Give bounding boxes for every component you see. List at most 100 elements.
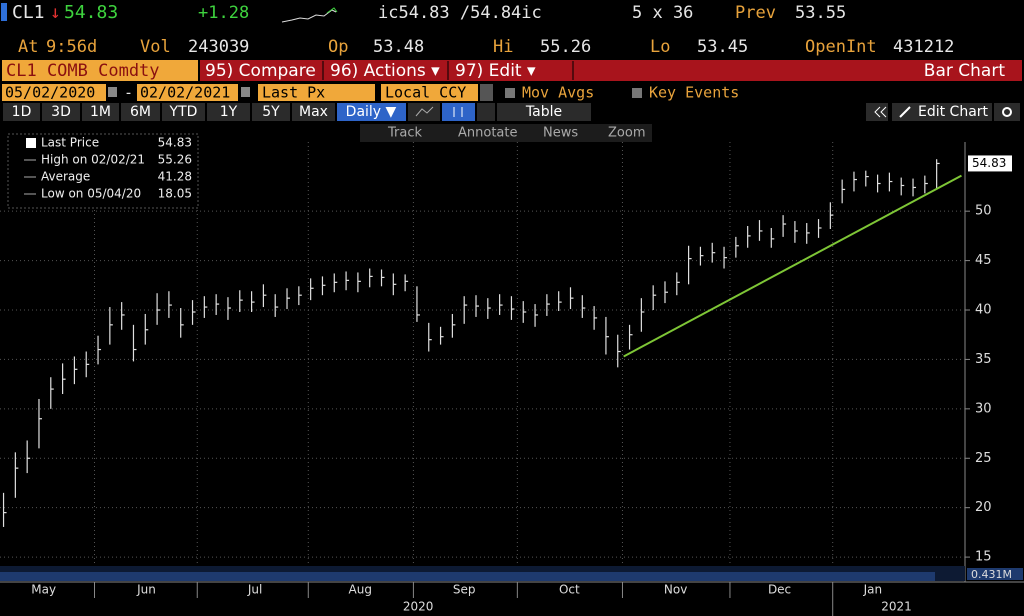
volume-area (0, 572, 935, 581)
high-value: 55.26 (540, 37, 591, 57)
period-label: YTD (169, 104, 198, 120)
period-button[interactable] (3, 103, 40, 121)
y-tick-label: 30 (975, 401, 992, 416)
y-tick-label: 20 (975, 500, 992, 515)
y-tick-label: 25 (975, 451, 992, 466)
legend-value: 18.05 (158, 187, 192, 201)
y-tick-label: 35 (975, 352, 992, 367)
x-tick-label: Jul (247, 583, 262, 597)
year-label: 2020 (403, 600, 434, 614)
chart-tools-bar (360, 124, 652, 142)
menu-item[interactable]: 96) Actions ▾ (330, 61, 440, 81)
bar-style-icon (453, 107, 463, 117)
frequency-button[interactable] (337, 103, 406, 121)
vol-label: Vol (140, 37, 171, 57)
volume-label-box (967, 568, 1023, 580)
trendline (623, 174, 962, 358)
security-box[interactable] (2, 60, 198, 81)
legend-value: 41.28 (158, 170, 192, 184)
dropdown[interactable] (480, 84, 493, 101)
table-button[interactable] (497, 103, 591, 121)
edit-chart: Edit Chart (918, 104, 989, 120)
gear-icon (1002, 107, 1012, 117)
table-label: Table (525, 104, 562, 120)
bid-ask: ic54.83 /54.84ic (378, 3, 542, 23)
chart-tool[interactable]: Annotate (458, 126, 517, 141)
option[interactable]: Mov Avgs (522, 84, 594, 102)
period-label: Max (299, 104, 328, 120)
settings-row: 05/02/2020 - 02/02/2021 Last Px Local CC… (2, 84, 739, 102)
start-date-box[interactable] (2, 84, 106, 101)
x-tick-label: Sep (453, 583, 476, 597)
period-button[interactable] (82, 103, 119, 121)
period-button[interactable] (162, 103, 205, 121)
open-interest-value: 431212 (893, 37, 954, 57)
legend-value: 54.83 (158, 136, 192, 150)
period-button[interactable] (207, 103, 250, 121)
chart-style-icon (415, 106, 434, 117)
chart-tool[interactable]: News (543, 126, 578, 141)
last-price: 54.83 (64, 2, 118, 23)
period-label: 1M (90, 104, 111, 120)
checkbox[interactable] (632, 88, 642, 98)
legend-box (7, 133, 199, 209)
period-label: 1Y (220, 104, 238, 120)
ticker-marker (1, 3, 7, 21)
at-label: At (18, 37, 38, 57)
legend-value: 55.26 (158, 153, 192, 167)
y-tick-label: 50 (975, 204, 992, 219)
currency: Local CCY (385, 84, 466, 102)
x-tick-label: Nov (664, 583, 687, 597)
net-change: +1.28 (198, 3, 249, 23)
legend-label: High on 02/02/21 (41, 153, 145, 167)
start-date: 05/02/2020 (5, 84, 95, 102)
end-date-box[interactable] (137, 84, 238, 101)
sparkline (281, 9, 337, 23)
period-button[interactable] (292, 103, 335, 121)
calendar-icon[interactable] (108, 87, 117, 97)
bar-style-button[interactable] (442, 103, 475, 121)
x-tick-label: Aug (349, 583, 372, 597)
field: Last Px (262, 84, 325, 102)
menu-item[interactable]: 95) Compare (205, 61, 316, 81)
volume-label: 0.431M (971, 568, 1012, 581)
tick-arrow: ↓ (50, 2, 61, 23)
y-tick-label: 45 (975, 253, 992, 268)
date-separator: - (124, 84, 133, 102)
checkbox[interactable] (505, 88, 515, 98)
period-button[interactable] (252, 103, 290, 121)
open-interest-label: OpenInt (805, 37, 877, 57)
open-value: 53.48 (373, 37, 424, 57)
prev-value: 53.55 (795, 3, 846, 23)
legend-swatch (26, 138, 36, 148)
low-label: Lo (650, 37, 670, 57)
chart-tool[interactable]: Track (387, 126, 422, 141)
pencil-icon (899, 106, 911, 118)
chart-type-title: Bar Chart (924, 61, 1006, 81)
period-button[interactable] (121, 103, 160, 121)
calendar-icon[interactable] (241, 87, 250, 97)
field-box[interactable] (258, 84, 375, 101)
time: 9:56d (46, 37, 97, 57)
dropdown[interactable] (477, 103, 495, 121)
last-price-label: 54.83 (972, 156, 1006, 170)
period-button[interactable] (42, 103, 80, 121)
option[interactable]: Key Events (649, 84, 739, 102)
collapse-button[interactable] (866, 103, 888, 121)
period-label: 1D (12, 104, 32, 120)
last-price-tag (968, 155, 1012, 172)
low-value: 53.45 (697, 37, 748, 57)
menu-item[interactable]: 97) Edit ▾ (455, 61, 536, 81)
settings-button[interactable] (994, 103, 1020, 121)
chart-style-button[interactable] (408, 103, 440, 121)
frequency: Daily ▼ (346, 104, 397, 120)
chart-tool[interactable]: Zoom (608, 126, 645, 141)
currency-box[interactable] (381, 84, 478, 101)
legend-label: Low on 05/04/20 (41, 187, 141, 201)
period-label: 6M (130, 104, 151, 120)
open-label: Op (328, 37, 348, 57)
y-tick-label: 15 (975, 550, 992, 565)
edit-chart-button[interactable] (892, 103, 992, 121)
